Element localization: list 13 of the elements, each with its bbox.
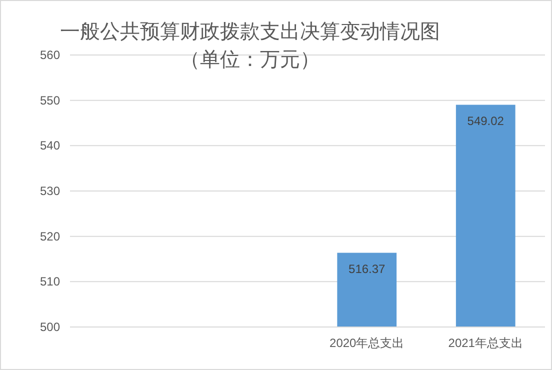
data-label: 516.37 <box>348 262 386 276</box>
data-label: 549.02 <box>467 114 504 128</box>
y-tick-label: 500 <box>40 320 60 334</box>
x-tick-label: 2020年总支出 <box>330 336 404 350</box>
y-tick-label: 530 <box>40 184 60 198</box>
x-tick-label: 2021年总支出 <box>448 336 523 350</box>
chart-title: 一般公共预算财政拨款支出决算变动情况图 <box>60 21 440 43</box>
y-tick-label: 550 <box>40 93 60 108</box>
y-tick-label: 540 <box>40 138 60 153</box>
y-tick-label: 520 <box>40 229 60 244</box>
y-tick-label: 510 <box>40 274 60 289</box>
chart-subtitle: （单位：万元） <box>180 49 320 71</box>
y-tick-label: 560 <box>40 48 60 62</box>
